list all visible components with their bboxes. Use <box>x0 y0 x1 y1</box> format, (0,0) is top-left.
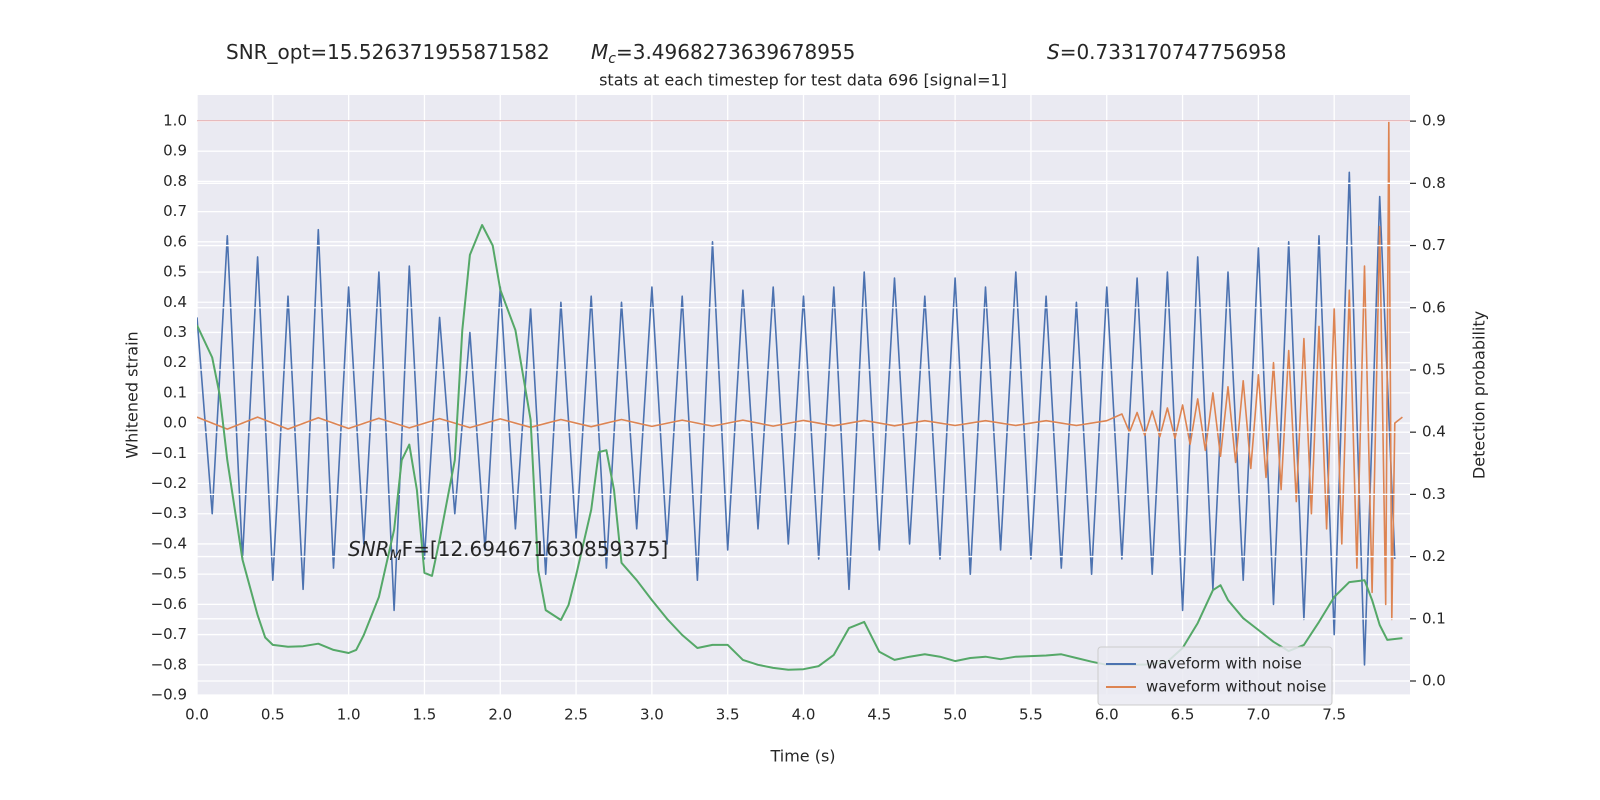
series-line <box>197 120 1403 621</box>
series-line <box>197 171 1396 666</box>
x-tick-label: 5.5 <box>1019 706 1043 724</box>
x-tick-label: 2.5 <box>564 706 588 724</box>
x-tick-label: 5.0 <box>943 706 967 724</box>
annotation: SNR_opt=15.526371955871582 <box>226 40 550 64</box>
y-tick-label: 0.8 <box>163 172 187 190</box>
annotation-symbol: SNR <box>348 537 390 561</box>
y-tick-label: 0.7 <box>163 202 187 220</box>
x-tick-label: 1.0 <box>337 706 361 724</box>
y-tick-label: −0.2 <box>151 474 187 492</box>
x-tick-label: 6.5 <box>1171 706 1195 724</box>
y2-tick-label: 0.2 <box>1422 547 1446 565</box>
x-axis-label: Time (s) <box>769 747 835 766</box>
plot-area <box>197 120 1410 682</box>
y2-tick-label: 0.0 <box>1422 672 1446 690</box>
y-tick-label: −0.8 <box>151 655 187 673</box>
y2-tick-label: 0.5 <box>1422 360 1446 378</box>
x-tick-label: 4.5 <box>867 706 891 724</box>
annotation-text: =0.733170747756958 <box>1060 40 1287 64</box>
x-tick-label: 3.5 <box>716 706 740 724</box>
y2-tick-label: 0.6 <box>1422 298 1446 316</box>
x-tick-label: 7.0 <box>1246 706 1270 724</box>
y-tick-label: −0.1 <box>151 444 187 462</box>
x-tick-label: 1.5 <box>413 706 437 724</box>
annotation: Mc=3.4968273639678955 <box>591 40 855 68</box>
y-tick-label: 0.5 <box>163 263 187 281</box>
annotation-symbol: M <box>591 40 608 64</box>
y-tick-label: 0.1 <box>163 383 187 401</box>
y2-tick-label: 0.4 <box>1422 423 1446 441</box>
y-tick-label: −0.3 <box>151 504 187 522</box>
annotation: SNRMF=[12.694671630859375] <box>348 537 668 565</box>
y-tick-label: −0.7 <box>151 625 187 643</box>
y2-tick-label: 0.8 <box>1422 174 1446 192</box>
chart-title: stats at each timestep for test data 696… <box>599 71 1007 90</box>
legend-label: waveform without noise <box>1146 678 1326 696</box>
annotation-subscript: M <box>390 548 402 564</box>
y-tick-label: 0.4 <box>163 293 187 311</box>
y-tick-label: −0.6 <box>151 595 187 613</box>
x-tick-label: 0.5 <box>261 706 285 724</box>
annotation-subscript: c <box>608 51 616 67</box>
x-tick-label: 6.0 <box>1095 706 1119 724</box>
annotation-text: F=[12.694671630859375] <box>402 537 669 561</box>
y-axis-label: Whitened strain <box>123 331 142 458</box>
y-tick-label: 0.6 <box>163 232 187 250</box>
annotation-text: SNR_opt=15.526371955871582 <box>226 40 550 64</box>
series-line <box>197 224 1403 671</box>
y-tick-label: −0.9 <box>151 686 187 704</box>
y2-axis-label: Detection probability <box>1470 311 1489 479</box>
annotation: S=0.733170747756958 <box>1047 40 1286 64</box>
x-tick-label: 7.5 <box>1322 706 1346 724</box>
y-tick-label: −0.5 <box>151 565 187 583</box>
y2-tick-label: 0.9 <box>1422 112 1446 130</box>
annotation-symbol: S <box>1047 40 1060 64</box>
x-tick-label: 3.0 <box>640 706 664 724</box>
y-tick-label: 0.0 <box>163 414 187 432</box>
y2-tick-label: 0.7 <box>1422 236 1446 254</box>
y-tick-label: −0.4 <box>151 534 187 552</box>
y2-tick-label: 0.1 <box>1422 609 1446 627</box>
legend-box <box>1097 646 1333 706</box>
y-tick-label: 0.9 <box>163 142 187 160</box>
y-tick-label: 0.2 <box>163 353 187 371</box>
x-tick-label: 2.0 <box>488 706 512 724</box>
x-tick-label: 0.0 <box>185 706 209 724</box>
y-tick-label: 1.0 <box>163 111 187 129</box>
y-tick-label: 0.3 <box>163 323 187 341</box>
annotation-text: =3.4968273639678955 <box>616 40 855 64</box>
x-tick-label: 4.0 <box>792 706 816 724</box>
legend-label: waveform with noise <box>1146 655 1302 673</box>
y2-tick-label: 0.3 <box>1422 485 1446 503</box>
